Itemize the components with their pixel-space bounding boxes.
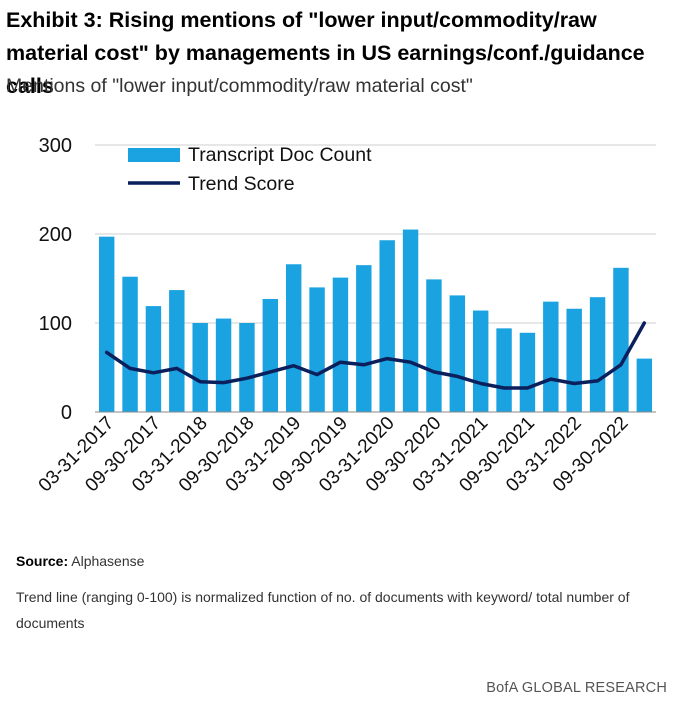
source-text: Alphasense [71,553,145,569]
legend-swatch-bar [128,148,180,162]
bar [239,323,255,412]
bar [589,297,606,412]
bar [519,332,536,412]
bar [192,323,208,412]
y-tick-label: 0 [61,402,72,424]
bar [332,277,349,412]
page-title: Exhibit 3: Rising mentions of "lower inp… [6,8,645,98]
bar [285,264,302,412]
bar [309,287,325,412]
y-tick-label: 300 [39,135,72,157]
bar [636,358,653,412]
chart-subtitle: Mentions of "lower input/commodity/raw m… [6,75,473,97]
source-label: Source: [16,553,69,569]
bar [613,267,629,412]
bar [472,310,489,412]
legend: Transcript Doc Count Trend Score [128,144,372,195]
bar [356,265,372,412]
bar [496,328,512,412]
bar [169,290,185,412]
bar-series [98,229,653,412]
bar [379,240,395,412]
y-tick-label: 200 [39,224,72,246]
y-tick-label: 100 [39,313,72,335]
bar [98,236,115,412]
bar [262,298,279,412]
footnote: Trend line (ranging 0-100) is normalized… [16,589,630,631]
trend-line [104,321,647,390]
bar [122,276,138,412]
gridlines [95,144,656,324]
bar [543,301,559,412]
bar [449,295,466,412]
bar [145,306,162,412]
brand-label: BofA GLOBAL RESEARCH [486,680,667,696]
bar [426,279,442,412]
legend-label-line: Trend Score [188,173,295,195]
bar [566,308,582,412]
bar [402,229,419,412]
source-line: Source: Alphasense [16,553,144,569]
bar [215,318,232,412]
bar-line-chart: 010020030003-31-201709-30-201703-31-2018… [35,135,656,496]
trend-line-series [104,321,647,390]
legend-label-bar: Transcript Doc Count [188,144,372,166]
